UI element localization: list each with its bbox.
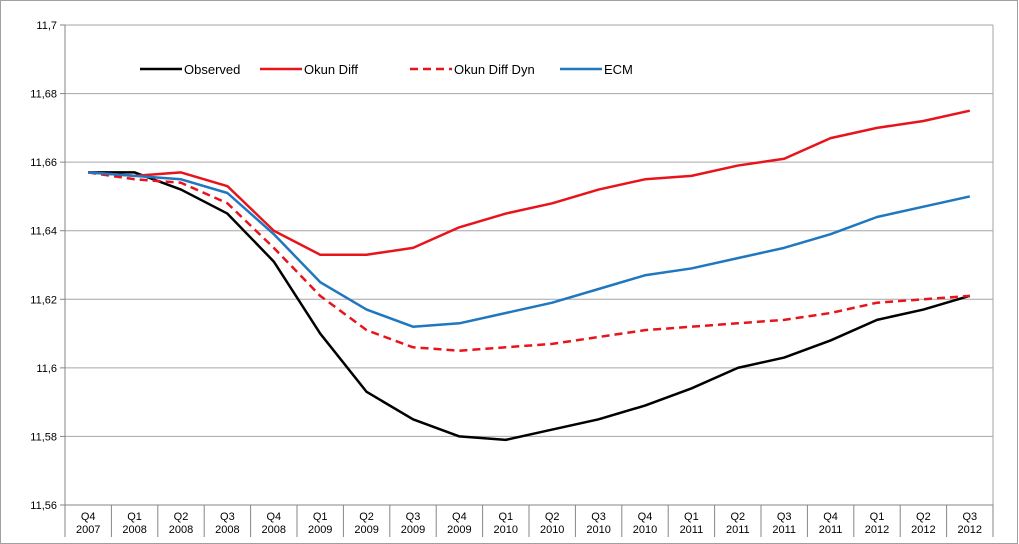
x-tick-label: Q2 2010: [540, 511, 564, 536]
y-tick-label: 11,56: [30, 500, 57, 512]
series-line: [88, 171, 971, 328]
y-tick-label: 11,68: [30, 89, 57, 101]
x-tick-label: Q1 2012: [865, 511, 889, 536]
x-tick-label: Q2 2012: [911, 511, 935, 536]
x-tick-label: Q4 2010: [633, 511, 657, 536]
x-tick-label: Q2 2011: [726, 511, 750, 536]
series-line: [88, 109, 971, 256]
x-tick-label: Q2 2009: [354, 511, 378, 536]
x-tick-label: Q3 2011: [772, 511, 796, 536]
series-line: [88, 171, 970, 352]
legend-label: Okun Diff: [304, 62, 358, 77]
x-tick-label: Q3 2009: [401, 511, 425, 536]
legend-label: Okun Diff Dyn: [454, 62, 535, 77]
y-tick-label: 11,58: [30, 431, 57, 443]
x-tick-label: Q1 2010: [494, 511, 518, 536]
x-tick-label: Q4 2007: [76, 511, 100, 536]
legend-label: Observed: [184, 62, 240, 77]
x-tick-label: Q3 2012: [958, 511, 982, 536]
y-tick-label: 11,7: [36, 20, 57, 32]
y-tick-label: 11,66: [30, 157, 57, 169]
x-tick-label: Q4 2008: [262, 511, 286, 536]
legend-label: ECM: [604, 62, 633, 77]
x-tick-label: Q4 2011: [819, 511, 843, 536]
x-tick-label: Q3 2008: [215, 511, 239, 536]
x-tick-label: Q2 2008: [169, 511, 193, 536]
x-tick-label: Q1 2011: [680, 511, 704, 536]
x-tick-label: Q1 2008: [122, 511, 146, 536]
y-tick-label: 11,64: [30, 226, 57, 238]
x-tick-label: Q3 2010: [586, 511, 610, 536]
x-tick-label: Q4 2009: [447, 511, 471, 536]
y-tick-label: 11,6: [36, 363, 57, 375]
series-line: [88, 171, 971, 442]
x-tick-label: Q1 2009: [308, 511, 332, 536]
y-tick-label: 11,62: [30, 294, 57, 306]
